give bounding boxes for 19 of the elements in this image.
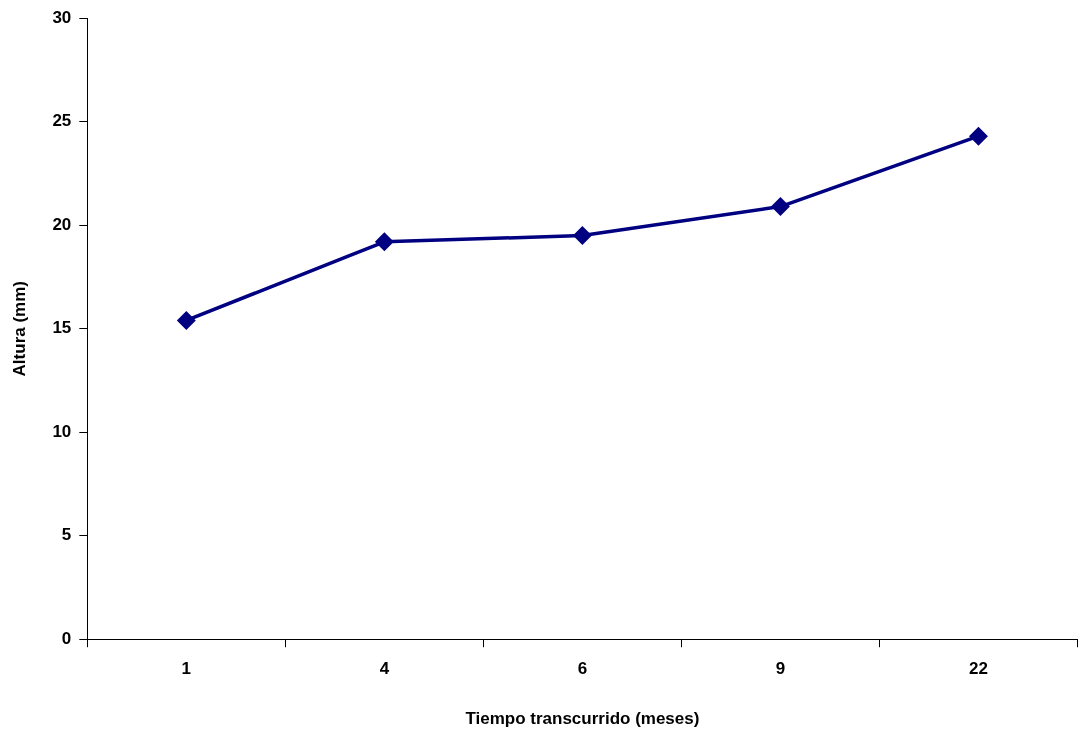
x-tick-label: 6 bbox=[577, 659, 588, 679]
point bbox=[177, 311, 196, 330]
y-tick-label: 20 bbox=[52, 214, 72, 234]
y-tick-label: 5 bbox=[61, 525, 72, 545]
y-axis-title: Altura (mm) bbox=[9, 281, 29, 377]
point bbox=[969, 127, 988, 145]
y-tick-label: 25 bbox=[52, 111, 72, 131]
y-tick-label: 10 bbox=[52, 421, 72, 441]
y-tick-label: 15 bbox=[52, 318, 72, 338]
point bbox=[375, 233, 394, 251]
x-tick-label: 22 bbox=[969, 659, 988, 679]
y-tick-label: 30 bbox=[52, 7, 72, 27]
y-tick-label: 0 bbox=[61, 628, 72, 648]
x-tick-label: 4 bbox=[379, 659, 390, 679]
x-tick-label: 1 bbox=[181, 659, 192, 679]
x-tick-label: 9 bbox=[775, 659, 786, 679]
x-axis-title: Tiempo transcurrido (meses) bbox=[465, 709, 700, 729]
point bbox=[771, 197, 790, 216]
point bbox=[573, 226, 592, 245]
